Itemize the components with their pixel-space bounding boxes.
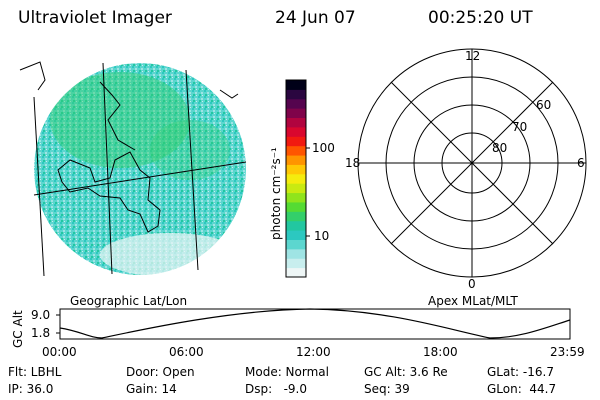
colorbar-segment	[286, 267, 306, 278]
colorbar-segment	[286, 258, 306, 269]
auroral-emission	[150, 120, 230, 180]
polar-diagonal	[390, 81, 554, 245]
time-label: 00:25:20 UT	[428, 8, 533, 28]
gc-alt-axis-label: GC Alt	[11, 310, 25, 348]
colorbar-segment	[286, 126, 306, 137]
colorbar-segment	[286, 173, 306, 184]
latitude-line	[33, 161, 247, 196]
longitude-line	[33, 96, 45, 277]
colorbar-segment	[286, 117, 306, 128]
auroral-emission	[50, 72, 190, 168]
gc-alt-info: GC Alt: 3.6 Re	[364, 365, 448, 379]
limb-haze	[100, 233, 240, 275]
colorbar-tick-label: 100	[312, 141, 335, 155]
x-tick-label: 18:00	[423, 345, 458, 359]
door-info: Door: Open	[126, 365, 195, 379]
mlt-label: 12	[465, 49, 481, 63]
apex-label: Apex MLat/MLT	[428, 294, 518, 308]
x-tick-label: 12:00	[296, 345, 331, 359]
colorbar-unit-label: photon cm⁻²s⁻¹	[269, 147, 283, 240]
colorbar-segment	[286, 155, 306, 165]
polar-grid	[357, 48, 587, 278]
longitude-line	[102, 62, 113, 275]
x-tick-label: 06:00	[169, 345, 204, 359]
colorbar-segment	[286, 201, 306, 212]
ip-info: IP: 36.0	[8, 382, 54, 396]
colorbar-tick-label: 10	[314, 229, 330, 243]
colorbar-frame	[285, 79, 307, 278]
geographic-label: Geographic Lat/Lon	[70, 294, 188, 308]
colorbar-segment	[286, 239, 306, 250]
flt-info: Flt: LBHL	[8, 365, 62, 379]
date-label: 24 Jun 07	[275, 8, 356, 28]
y-tick-label: 9.0	[31, 308, 51, 322]
colorbar-segment	[286, 136, 306, 147]
mlt-label: 0	[468, 277, 476, 291]
colorbar-segment	[286, 164, 306, 175]
seq-info: Seq: 39	[364, 382, 410, 396]
mlat-label: 60	[536, 98, 552, 112]
dsp-info: Dsp: -9.0	[245, 382, 308, 396]
altitude-curve	[59, 308, 571, 339]
colorbar-segment	[286, 248, 306, 259]
x-tick-label: 00:00	[42, 345, 77, 359]
glon-info: GLon: 44.7	[487, 382, 557, 396]
mlat-label: 70	[512, 120, 528, 134]
colorbar-segment	[286, 230, 306, 240]
mode-info: Mode: Normal	[245, 365, 329, 379]
coastline	[99, 81, 136, 151]
colorbar-segment	[286, 211, 306, 222]
altitude-plot-frame	[59, 308, 571, 340]
mlt-label: 18	[345, 156, 361, 170]
mlt-label: 6	[577, 156, 585, 170]
longitude-line	[185, 69, 199, 271]
colorbar-segment	[286, 108, 306, 119]
glat-info: GLat: -16.7	[487, 365, 554, 379]
colorbar-segment	[286, 220, 306, 231]
mlat-label: 80	[492, 141, 508, 155]
colorbar-segment	[286, 80, 306, 90]
colorbar-segment	[286, 145, 306, 156]
gain-info: Gain: 14	[126, 382, 177, 396]
colorbar-segment	[286, 183, 306, 194]
colorbar-segment	[286, 98, 306, 109]
y-tick-label: 1.8	[31, 326, 51, 340]
colorbar-segment	[286, 89, 306, 100]
app-title: Ultraviolet Imager	[18, 8, 172, 28]
x-tick-label: 23:59	[550, 345, 585, 359]
colorbar-segment	[286, 192, 306, 203]
coastline	[19, 61, 46, 91]
coastline	[219, 89, 239, 99]
colorbar	[286, 80, 306, 278]
coastline	[57, 151, 161, 233]
